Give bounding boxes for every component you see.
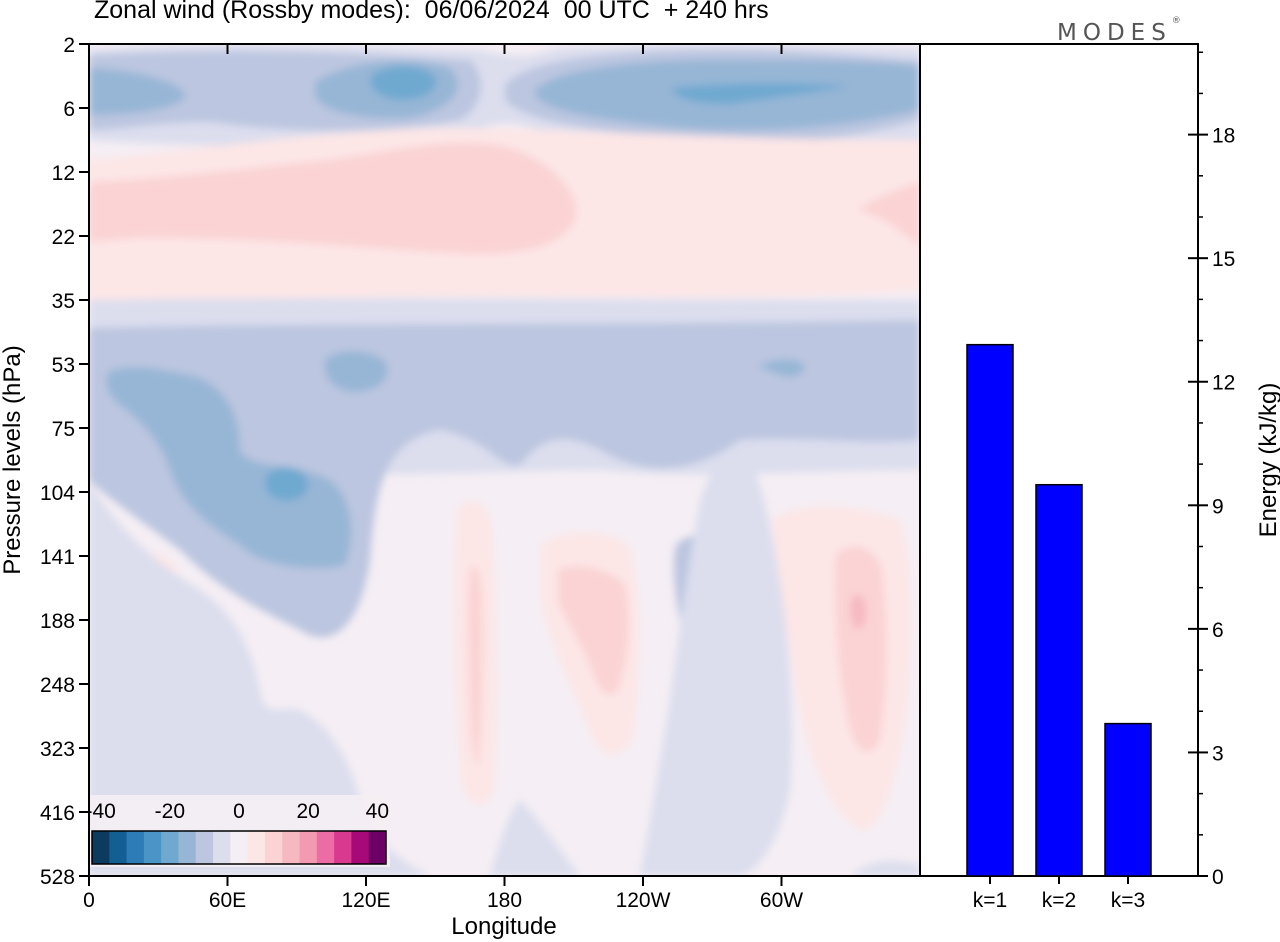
colorbar-swatch (316, 831, 335, 864)
colorbar-label: -20 (155, 800, 185, 823)
y-tick-label: 35 (52, 290, 75, 313)
contour-trop-pink-4-core (834, 546, 887, 752)
energy-axis-title: Energy (kJ/kg) (1255, 383, 1280, 538)
longitude-axis: 0 60E 120E 180 120W 60W (83, 44, 803, 912)
y-tick-label: 141 (40, 546, 75, 569)
y-tick-label: 12 (52, 162, 75, 185)
colorbar-label: 0 (233, 800, 245, 823)
colorbar-swatch (143, 831, 162, 864)
modes-logo: MODES® (1057, 16, 1181, 46)
y-axis-title: Pressure levels (hPa) (0, 345, 26, 574)
contour-upper-blue-core-2 (672, 83, 850, 104)
colorbar-swatch (368, 831, 387, 864)
bar-category-label: k=2 (1042, 889, 1076, 912)
contour-strat-pink-inner (89, 142, 920, 254)
y-tick-label: 2 (63, 34, 75, 57)
y-tick-label: 248 (40, 674, 75, 697)
contour-lower-blue-core (264, 467, 309, 501)
contour-trop-blue-2 (89, 480, 430, 876)
contour-fields (89, 44, 920, 876)
y-tick-label: 75 (52, 418, 75, 441)
contour-trop-pink-4-peak (850, 594, 866, 630)
x-tick-label: 180 (487, 889, 522, 912)
pressure-axis: 2 6 12 22 35 53 75 104 141 188 248 323 416 528 (40, 34, 89, 889)
y-tick-label: 53 (52, 354, 75, 377)
y-tick-label: 6 (63, 98, 75, 121)
chart-title: Zonal wind (Rossby modes): 06/06/2024 00… (94, 0, 769, 24)
colorbar-swatch (109, 831, 128, 864)
colorbar-label: 20 (296, 800, 319, 823)
bar-category-label: k=1 (973, 889, 1007, 912)
colorbar-swatch (178, 831, 197, 864)
colorbar-swatch (299, 831, 318, 864)
colorbar-label: 40 (366, 800, 389, 823)
energy-axis: 0 3 6 9 12 15 18 (1188, 51, 1235, 889)
y-tick-label: 104 (40, 482, 75, 505)
y-tick-label: 323 (40, 738, 75, 761)
energy-bars (966, 343, 1152, 877)
energy-tick-label: 0 (1212, 866, 1224, 889)
x-tick-label: 120E (341, 889, 390, 912)
modes-logo-text: MODES (1057, 20, 1172, 46)
contour-trop-blue-4 (490, 800, 920, 876)
energy-bar (966, 343, 1014, 877)
energy-tick-label: 6 (1212, 619, 1224, 642)
energy-bar (1104, 722, 1152, 877)
colorbar-swatch (247, 831, 266, 864)
y-tick-label: 188 (40, 610, 75, 633)
y-tick-label: 528 (40, 866, 75, 889)
colorbar-swatch (161, 831, 179, 864)
colorbar-swatch (264, 831, 283, 864)
energy-tick-label: 15 (1212, 248, 1235, 271)
colorbar-swatch (282, 831, 301, 864)
wavenumber-labels: k=1 k=2 k=3 (973, 876, 1145, 912)
colorbar-swatch (195, 831, 214, 864)
energy-tick-label: 3 (1212, 742, 1224, 765)
x-tick-label: 0 (83, 889, 95, 912)
x-tick-label: 60E (209, 889, 246, 912)
x-axis-title: Longitude (451, 913, 556, 940)
energy-bar (1035, 483, 1083, 877)
registered-mark: ® (1171, 16, 1181, 26)
contour-upper-blue-inner (89, 59, 920, 131)
colorbar-swatch (334, 831, 352, 864)
contour-trop-blue-3 (640, 440, 792, 876)
colorbar-swatch (126, 831, 145, 864)
colorbar-frame (91, 830, 387, 865)
colorbar-swatch (351, 831, 370, 864)
contour-upper-blue-core-1 (370, 66, 437, 100)
x-tick-label: 60W (760, 889, 803, 912)
x-tick-label: 120W (616, 889, 671, 912)
colorbar-swatch (92, 831, 110, 864)
contour-trop-pink-3-core (558, 566, 629, 694)
colorbar-label: -40 (85, 800, 115, 823)
y-tick-label: 416 (40, 802, 75, 825)
energy-tick-label: 12 (1212, 372, 1235, 395)
bar-category-label: k=3 (1111, 889, 1145, 912)
colorbar-swatch (230, 831, 249, 864)
contour-lower-blue-inner (106, 351, 805, 569)
energy-tick-label: 9 (1212, 495, 1224, 518)
y-tick-label: 22 (52, 226, 75, 249)
colorbar: -40 -20 0 20 40 (85, 795, 390, 867)
zonal-wind-heatmap (89, 44, 920, 876)
contour-trop-pink-2-core (468, 566, 483, 766)
energy-tick-label: 18 (1212, 125, 1235, 148)
colorbar-swatch (213, 831, 231, 864)
